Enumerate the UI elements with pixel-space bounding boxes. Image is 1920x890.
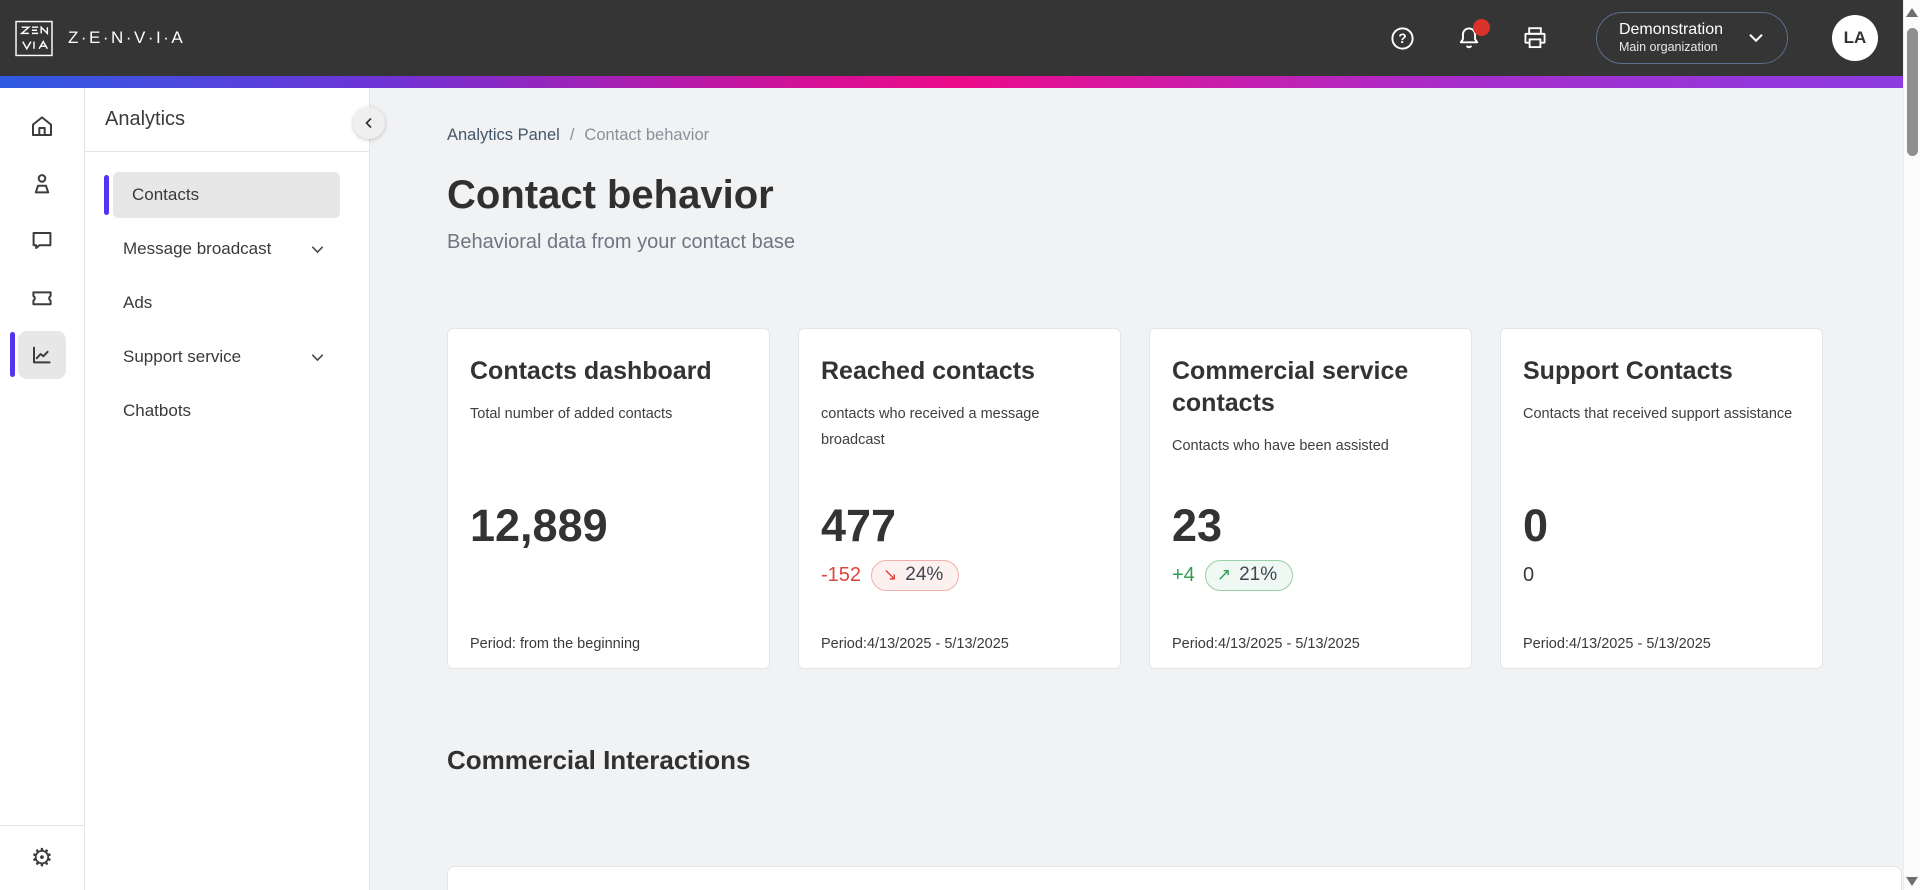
topbar: Z·E·N·V·I·A ? Demonstration: [0, 0, 1920, 76]
breadcrumb-current: Contact behavior: [584, 125, 710, 144]
gear-icon: ⚙: [30, 843, 54, 872]
trend-badge: ↗ 21%: [1204, 559, 1294, 591]
brand-gradient-bar: [0, 76, 1920, 88]
metric-delta-row: +4 ↗ 21%: [1172, 559, 1294, 591]
card-title: Contacts dashboard: [470, 357, 712, 385]
user-avatar[interactable]: LA: [1832, 15, 1878, 61]
main-content: Analytics Panel / Contact behavior Conta…: [370, 88, 1920, 890]
card-period: Period:4/13/2025 - 5/13/2025: [1172, 636, 1360, 652]
scrollbar-thumb[interactable]: [1907, 28, 1918, 156]
delta-value: 0: [1523, 563, 1535, 586]
sidebar-item-label: Support service: [123, 347, 242, 366]
trend-percent: 21%: [1239, 563, 1278, 585]
card-title: Reached contacts: [821, 357, 1035, 385]
page-title: Contact behavior: [447, 173, 774, 217]
selected-indicator: [104, 175, 109, 215]
breadcrumb: Analytics Panel / Contact behavior: [447, 124, 1920, 146]
zenvia-brand: Z·E·N·V·I·A: [14, 20, 185, 57]
help-circle-icon: ?: [1391, 26, 1415, 50]
home-icon: [32, 115, 52, 136]
sidebar-title: Analytics: [105, 108, 186, 130]
organization-selector[interactable]: Demonstration Main organization: [1595, 12, 1788, 64]
commercial-interactions-card: [447, 866, 1902, 890]
metric-value: 477: [821, 500, 897, 551]
metric-value: 0: [1523, 500, 1549, 551]
organization-name: Demonstration: [1618, 21, 1723, 38]
card-description: Contacts that received support assistanc…: [1523, 406, 1793, 422]
print-button[interactable]: [1520, 23, 1550, 53]
sidebar-item-label: Contacts: [132, 185, 200, 204]
brand-wordmark: Z·E·N·V·I·A: [68, 28, 186, 47]
sidebar-collapse-button[interactable]: [353, 107, 385, 139]
chevron-down-icon: [309, 241, 326, 258]
metric-delta-row: -152 ↘ 24%: [821, 559, 960, 591]
chat-bubble-icon: [32, 231, 52, 249]
rail-item-analytics[interactable]: [0, 326, 84, 383]
rail-item-home[interactable]: [0, 98, 84, 155]
card-support-contacts: Support Contacts Contacts that received …: [1500, 328, 1823, 669]
card-description: contacts who received a message broadcas…: [821, 406, 1040, 448]
bell-icon: [1459, 27, 1479, 49]
notification-dot: [1472, 19, 1490, 36]
sidebar-item-support-service[interactable]: Support service: [104, 334, 340, 380]
summary-cards-row: Contacts dashboard Total number of added…: [447, 328, 1920, 669]
rail-selected-indicator: [10, 332, 15, 377]
person-icon: [34, 173, 50, 193]
sidebar-item-label: Message broadcast: [123, 239, 272, 258]
breadcrumb-separator: /: [569, 125, 575, 144]
scrollbar-down-arrow[interactable]: [1906, 877, 1918, 886]
sidebar-item-label: Chatbots: [123, 401, 192, 420]
card-description: Total number of added contacts: [470, 406, 673, 422]
help-button[interactable]: ?: [1388, 23, 1418, 53]
metric-value: 12,889: [470, 500, 608, 551]
sidebar-item-label: Ads: [123, 293, 153, 312]
sidebar-menu: Contacts Message broadcast Ads Support s…: [85, 152, 369, 434]
card-period: Period:4/13/2025 - 5/13/2025: [821, 636, 1009, 652]
trend-percent: 24%: [905, 563, 944, 585]
rail-item-contacts[interactable]: [0, 155, 84, 212]
icon-rail: ⚙: [0, 88, 85, 890]
printer-icon: [1524, 27, 1546, 49]
rail-item-conversations[interactable]: [0, 212, 84, 269]
card-reached-contacts: Reached contacts contacts who received a…: [798, 328, 1121, 669]
trend-badge: ↘ 24%: [871, 559, 960, 591]
page-scrollbar: [1903, 0, 1920, 890]
card-description: Contacts who have been assisted: [1172, 438, 1389, 454]
delta-value: -152: [821, 563, 862, 586]
chevron-down-icon: [1749, 33, 1763, 42]
card-contacts-dashboard: Contacts dashboard Total number of added…: [447, 328, 770, 669]
card-commercial-service-contacts: Commercial service contacts Contacts who…: [1149, 328, 1472, 669]
sidebar-item-contacts[interactable]: Contacts: [104, 172, 340, 218]
sidebar-item-ads[interactable]: Ads: [104, 280, 340, 326]
rail-selected-background: [18, 330, 66, 379]
organization-description: Main organization: [1618, 40, 1718, 54]
trend-down-icon: ↘: [883, 564, 898, 584]
scrollbar-up-arrow[interactable]: [1906, 8, 1918, 17]
card-title: Support Contacts: [1523, 357, 1733, 385]
notifications-button[interactable]: [1454, 19, 1490, 53]
rail-item-settings[interactable]: ⚙: [0, 825, 84, 890]
section-heading-commercial-interactions: Commercial Interactions: [447, 745, 751, 775]
zenvia-logo-icon: [15, 20, 53, 56]
trend-up-icon: ↗: [1216, 564, 1232, 584]
sidebar-item-message-broadcast[interactable]: Message broadcast: [104, 226, 340, 272]
card-period: Period: from the beginning: [470, 636, 641, 652]
ticket-icon: [32, 290, 52, 305]
chevron-left-icon: [365, 118, 372, 128]
metric-value: 23: [1172, 500, 1223, 551]
breadcrumb-analytics-panel[interactable]: Analytics Panel: [447, 125, 560, 144]
sidebar-item-chatbots[interactable]: Chatbots: [104, 388, 340, 434]
svg-text:?: ?: [1399, 31, 1407, 46]
chevron-down-icon: [309, 349, 326, 366]
metric-delta-row: 0: [1523, 559, 1534, 591]
page-subtitle: Behavioral data from your contact base: [447, 231, 795, 253]
line-chart-icon: [33, 346, 51, 363]
card-title: Commercial service contacts: [1172, 357, 1409, 417]
analytics-sidebar: Analytics Contacts Message broadcast Ads: [85, 88, 385, 890]
rail-item-campaigns[interactable]: [0, 269, 84, 326]
card-period: Period:4/13/2025 - 5/13/2025: [1523, 636, 1711, 652]
delta-value: +4: [1172, 563, 1195, 586]
